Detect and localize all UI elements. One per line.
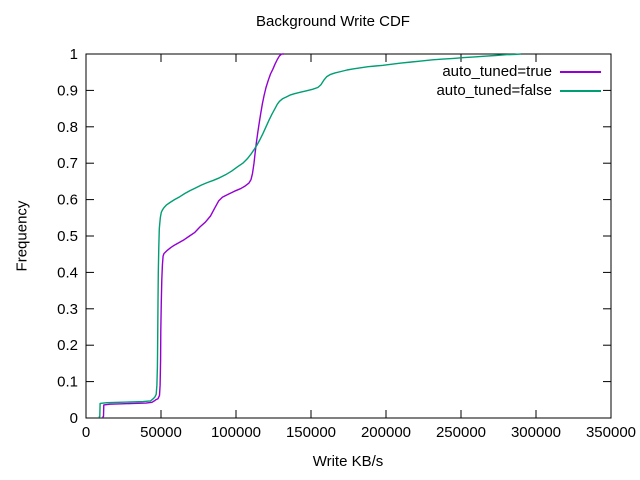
y-tick-label: 0.3	[57, 301, 78, 318]
series-line-auto-tuned-true	[102, 53, 284, 418]
x-tick-label: 350000	[586, 424, 636, 441]
y-tick-label: 0.9	[57, 82, 78, 99]
plot-border	[85, 53, 612, 419]
x-tick-label: 150000	[286, 424, 336, 441]
chart-title: Background Write CDF	[256, 13, 410, 30]
legend: auto_tuned=true auto_tuned=false	[436, 62, 601, 100]
legend-line-sample-auto-tuned-true	[560, 70, 601, 73]
y-tick-label: 1	[70, 46, 78, 63]
y-tick-label: 0.2	[57, 337, 78, 354]
y-tick-label: 0.4	[57, 264, 78, 281]
series-line-auto-tuned-false	[98, 53, 522, 418]
legend-item-auto-tuned-false: auto_tuned=false	[436, 81, 601, 100]
y-tick-label: 0.7	[57, 155, 78, 172]
x-tick-label: 0	[82, 424, 90, 441]
x-axis-label: Write KB/s	[312, 453, 384, 470]
x-tick-label: 200000	[361, 424, 411, 441]
legend-label-auto-tuned-false: auto_tuned=false	[436, 82, 552, 99]
legend-item-auto-tuned-true: auto_tuned=true	[436, 62, 601, 81]
y-tick-label: 0.5	[57, 228, 78, 245]
x-tick-label: 300000	[511, 424, 561, 441]
legend-label-auto-tuned-true: auto_tuned=true	[442, 63, 552, 80]
y-tick-label: 0.8	[57, 119, 78, 136]
y-tick-label: 0	[70, 410, 78, 427]
x-tick-label: 250000	[436, 424, 486, 441]
y-tick-label: 0.1	[57, 374, 78, 391]
x-tick-label: 50000	[140, 424, 182, 441]
legend-line-sample-auto-tuned-false	[560, 89, 601, 92]
y-tick-label: 0.6	[57, 192, 78, 209]
x-tick-label: 100000	[211, 424, 261, 441]
